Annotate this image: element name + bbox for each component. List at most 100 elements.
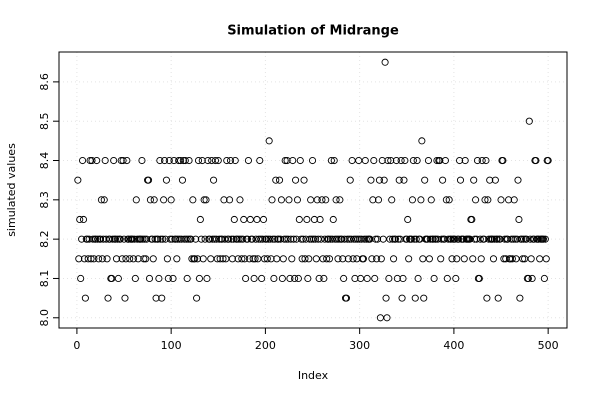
point (515, 215, 523, 224)
point (142, 255, 150, 263)
point (106, 235, 114, 243)
point (478, 156, 486, 165)
point (228, 255, 236, 263)
y-tick-label: 8.5 (38, 112, 51, 130)
point (404, 215, 412, 224)
point (294, 274, 302, 283)
point (226, 196, 234, 204)
point (238, 255, 246, 263)
point (297, 235, 305, 243)
point (439, 176, 447, 184)
point (133, 235, 141, 243)
point (145, 274, 154, 283)
point (493, 235, 501, 243)
point (336, 196, 344, 204)
point (259, 215, 268, 224)
point (426, 235, 434, 243)
point (122, 255, 130, 263)
x-tick-label: 300 (349, 339, 370, 352)
point (194, 156, 203, 165)
point (300, 176, 308, 184)
point (289, 156, 297, 165)
point (162, 176, 170, 184)
point (197, 235, 205, 243)
point (456, 176, 465, 184)
point (384, 156, 392, 165)
point (316, 215, 324, 224)
point (385, 274, 393, 283)
point (178, 176, 187, 184)
point (111, 235, 120, 243)
point (235, 235, 243, 243)
x-axis-label: Index (298, 369, 329, 382)
point (409, 156, 417, 165)
point (391, 235, 400, 243)
point (268, 196, 276, 204)
point (461, 156, 469, 165)
point (395, 176, 403, 184)
point (259, 235, 267, 243)
point (116, 235, 124, 243)
point (172, 235, 180, 243)
point (349, 255, 357, 263)
point (528, 274, 536, 283)
point (139, 235, 147, 243)
x-tick-label: 400 (443, 339, 464, 352)
point (346, 176, 354, 184)
point (95, 255, 103, 263)
point (104, 294, 112, 302)
point (94, 235, 102, 243)
point (452, 274, 460, 283)
point (144, 176, 153, 184)
point (75, 255, 83, 263)
point (542, 255, 550, 263)
point (283, 156, 291, 165)
point (505, 196, 513, 204)
point (79, 156, 87, 165)
point (433, 156, 441, 165)
point (410, 235, 418, 243)
point (471, 235, 479, 243)
point (165, 156, 173, 165)
point (112, 255, 121, 263)
point (245, 255, 253, 263)
point (148, 235, 156, 243)
point (372, 235, 380, 243)
point (244, 156, 252, 165)
point (179, 156, 187, 165)
point (213, 255, 221, 263)
point (325, 255, 334, 263)
point (188, 255, 196, 263)
point (377, 255, 385, 263)
point (204, 156, 212, 165)
point (387, 156, 395, 165)
point (491, 176, 499, 184)
point (164, 274, 172, 283)
point (425, 255, 433, 263)
point (215, 235, 223, 243)
point (309, 235, 318, 243)
point (117, 156, 125, 165)
point (287, 235, 295, 243)
point (400, 176, 408, 184)
point (267, 255, 275, 263)
point (411, 294, 419, 302)
point (167, 196, 175, 204)
point (399, 274, 407, 283)
point (292, 176, 300, 184)
point (330, 156, 338, 165)
point (219, 255, 227, 263)
point (157, 235, 165, 243)
point (362, 235, 370, 243)
point (430, 274, 438, 283)
point (93, 156, 101, 165)
point (303, 215, 311, 224)
point (119, 156, 127, 165)
point (477, 255, 485, 263)
point (441, 156, 449, 165)
point (101, 156, 109, 165)
point (390, 255, 398, 263)
point (198, 156, 206, 165)
point (417, 196, 425, 204)
point (469, 255, 477, 263)
